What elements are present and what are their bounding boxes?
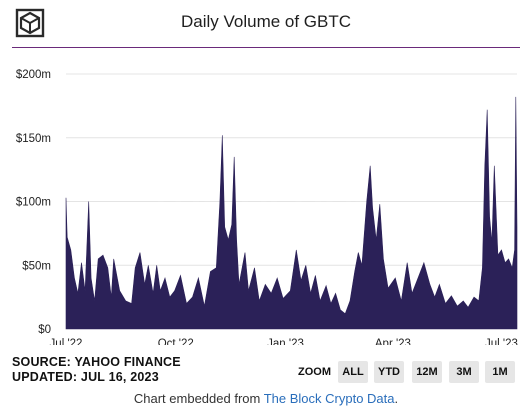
zoom-3m-button[interactable]: 3M (449, 361, 479, 383)
x-axis-labels: Jul '22 Oct '22 Jan '23 Apr '23 Jul '23 (50, 338, 518, 345)
source-text: SOURCE: YAHOO FINANCE (12, 355, 181, 369)
area-series (65, 96, 518, 330)
zoom-12m-button[interactable]: 12M (412, 361, 442, 383)
the-block-cube-icon (15, 8, 45, 38)
zoom-label: ZOOM (298, 366, 331, 378)
x-tick-label: Jan '23 (267, 338, 304, 345)
grid-lines (66, 73, 517, 266)
updated-text: UPDATED: JUL 16, 2023 (12, 370, 159, 384)
x-tick-label: Apr '23 (375, 338, 411, 345)
header-divider (12, 47, 520, 48)
volume-area-chart: THE BLOCK $0 $50m $100m $150m $200m Jul '22 O… (16, 69, 518, 345)
y-tick-label: $100m (16, 197, 51, 209)
x-tick-label: Jul '22 (50, 338, 83, 345)
zoom-all-button[interactable]: ALL (338, 361, 368, 383)
y-tick-label: $50m (22, 260, 51, 272)
embed-credit: Chart embedded from The Block Crypto Dat… (0, 391, 532, 406)
source-block: SOURCE: YAHOO FINANCE UPDATED: JUL 16, 2… (12, 355, 181, 385)
y-tick-label: $150m (16, 133, 51, 145)
y-tick-label: $0 (38, 324, 51, 336)
x-tick-label: Oct '22 (158, 338, 194, 345)
zoom-1m-button[interactable]: 1M (485, 361, 515, 383)
embed-suffix: . (394, 391, 399, 406)
y-tick-label: $200m (16, 69, 51, 81)
header: Daily Volume of GBTC (0, 0, 532, 49)
chart-title: Daily Volume of GBTC (180, 12, 352, 31)
volume-area (65, 96, 518, 330)
watermark: THE BLOCK (148, 174, 381, 218)
x-tick-label: Jul '23 (485, 338, 518, 345)
embed-link[interactable]: The Block Crypto Data (263, 391, 395, 406)
y-axis-labels: $0 $50m $100m $150m $200m (16, 69, 51, 336)
zoom-ytd-button[interactable]: YTD (374, 361, 404, 383)
embed-prefix: Chart embedded from (133, 391, 264, 406)
